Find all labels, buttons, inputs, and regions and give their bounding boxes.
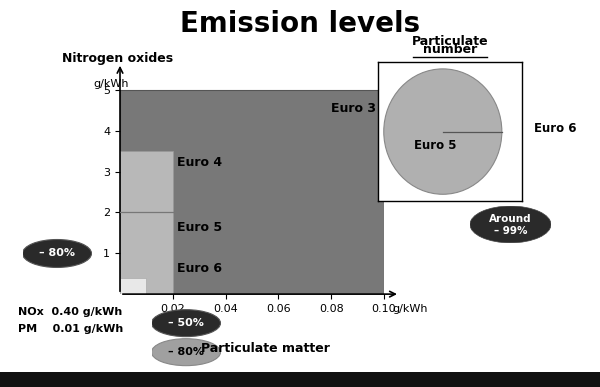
Text: Euro 3: Euro 3	[331, 102, 376, 115]
Bar	[120, 151, 173, 294]
Ellipse shape	[151, 339, 221, 366]
Text: Euro 5: Euro 5	[415, 139, 457, 152]
Text: Euro 6: Euro 6	[533, 122, 576, 135]
Ellipse shape	[23, 240, 91, 267]
Text: Around: Around	[489, 214, 532, 224]
Text: NOx  0.40 g/kWh: NOx 0.40 g/kWh	[18, 307, 122, 317]
Ellipse shape	[384, 69, 502, 194]
Text: number: number	[423, 43, 477, 56]
Ellipse shape	[151, 310, 221, 337]
Text: Nitrogen oxides: Nitrogen oxides	[62, 52, 173, 65]
Text: g/kWh: g/kWh	[392, 304, 427, 314]
Text: g/kWh: g/kWh	[94, 79, 129, 89]
Text: Emission levels: Emission levels	[180, 10, 420, 38]
Bar	[120, 278, 146, 294]
Text: Particulate: Particulate	[412, 35, 488, 48]
Ellipse shape	[470, 206, 551, 243]
Text: Euro 5: Euro 5	[177, 221, 222, 234]
Text: – 80%: – 80%	[168, 347, 204, 357]
Text: Particulate matter: Particulate matter	[201, 342, 329, 355]
Text: – 80%: – 80%	[39, 248, 75, 259]
Text: – 50%: – 50%	[168, 318, 204, 328]
Text: – 99%: – 99%	[494, 226, 527, 236]
Text: PM    0.01 g/kWh: PM 0.01 g/kWh	[18, 324, 123, 334]
Text: Euro 6: Euro 6	[177, 262, 222, 275]
Text: Euro 4: Euro 4	[177, 156, 222, 169]
